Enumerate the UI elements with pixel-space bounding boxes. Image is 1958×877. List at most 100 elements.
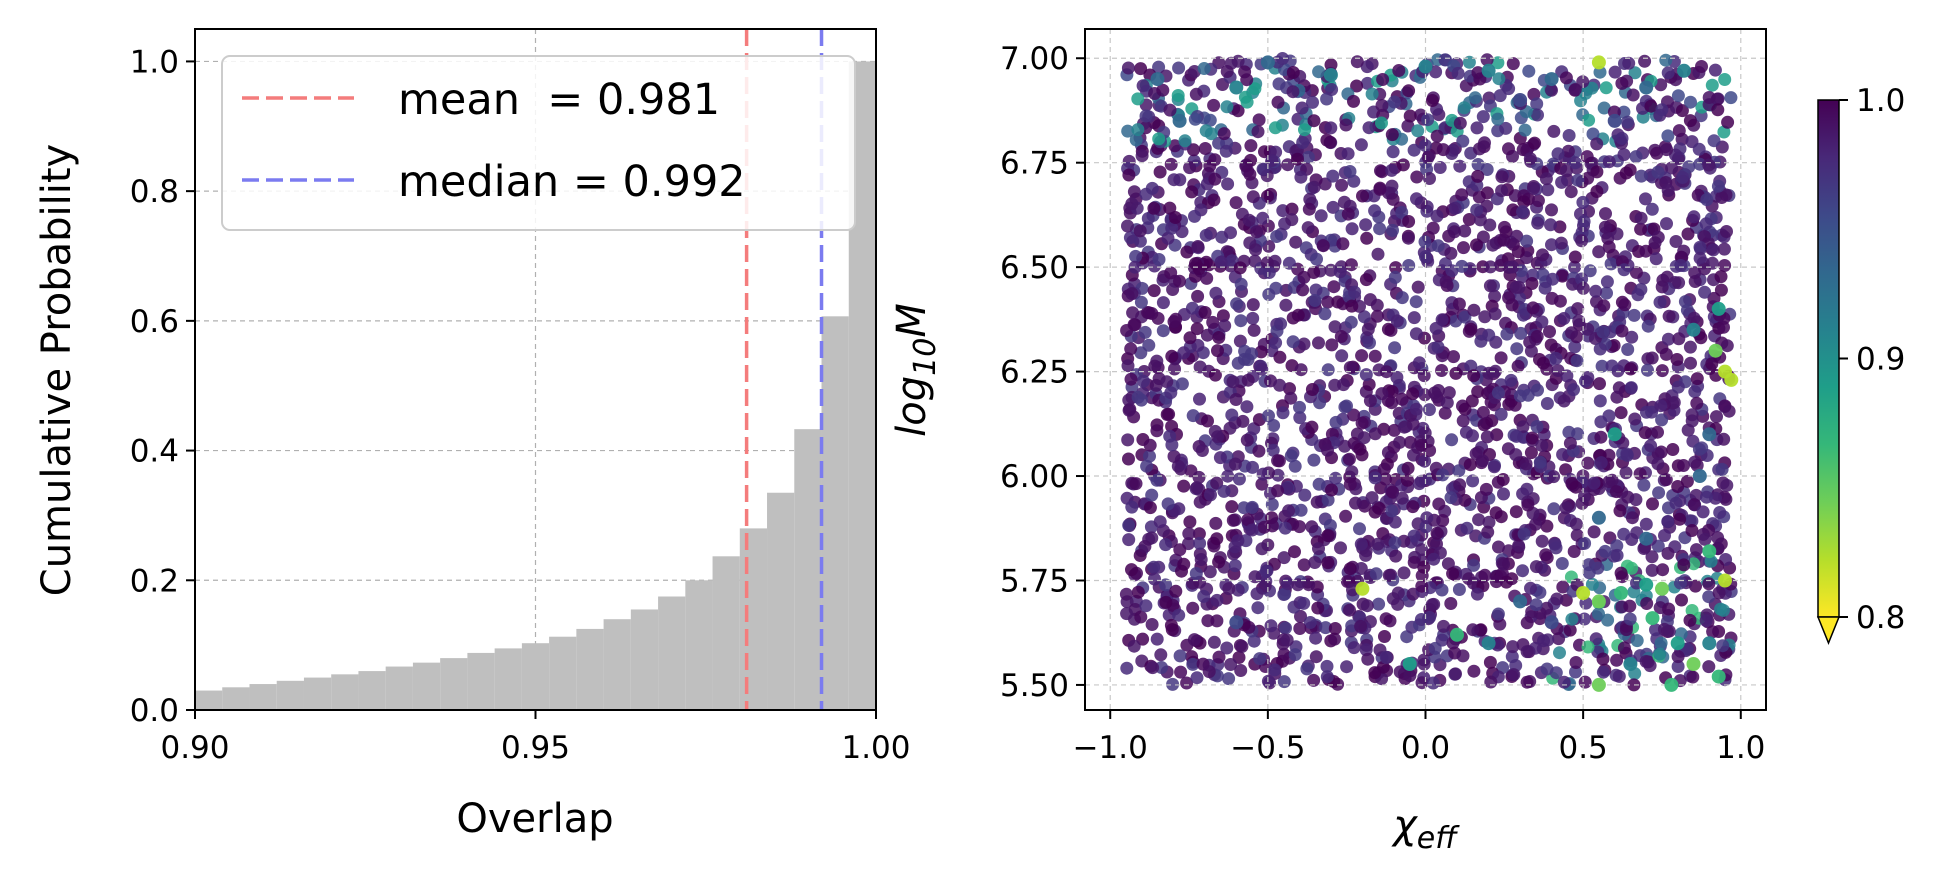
scatter-point [1533, 455, 1547, 469]
scatter-highlight-point [1260, 55, 1275, 70]
scatter-highlight-point [1229, 80, 1244, 95]
scatter-y-ticks: 5.50 5.75 6.00 6.25 6.50 6.75 7.00 [1000, 41, 1085, 704]
scatter-point [1312, 65, 1326, 79]
scatter-point [1594, 430, 1608, 444]
scatter-point [1360, 599, 1374, 613]
scatter-point [1169, 312, 1183, 326]
scatter-point [1120, 607, 1134, 621]
scatter-point [1653, 647, 1667, 661]
scatter-point [1279, 298, 1293, 312]
scatter-point [1328, 632, 1342, 646]
scatter-point [1406, 500, 1420, 514]
scatter-point [1421, 150, 1435, 164]
scatter-point [1502, 142, 1515, 156]
scatter-point [1677, 558, 1691, 572]
scatter-point [1531, 108, 1544, 122]
scatter-point [1368, 427, 1382, 441]
scatter-point [1629, 150, 1643, 164]
scatter-point [1270, 230, 1284, 243]
scatter-point [1410, 192, 1423, 206]
scatter-point [1284, 449, 1298, 463]
scatter-point [1407, 311, 1421, 325]
scatter-point [1695, 441, 1709, 455]
scatter-point [1482, 328, 1496, 342]
histogram-bar [549, 636, 577, 710]
scatter-point [1213, 451, 1227, 465]
scatter-point [1462, 213, 1476, 226]
scatter-point [1246, 311, 1260, 325]
scatter-point [1180, 245, 1194, 259]
scatter-point [1662, 602, 1676, 616]
scatter-point [1186, 409, 1200, 423]
scatter-point [1547, 124, 1561, 138]
scatter-point [1173, 543, 1187, 557]
scatter-point [1653, 295, 1667, 309]
scatter-point [1167, 173, 1181, 187]
scatter-point [1377, 462, 1391, 476]
scatter-y-tick-label: 5.50 [1000, 668, 1069, 704]
scatter-point [1615, 131, 1629, 145]
scatter-point [1604, 257, 1618, 271]
scatter-point [1224, 658, 1238, 671]
scatter-point [1458, 310, 1472, 324]
scatter-point [1569, 480, 1583, 494]
scatter-point [1243, 236, 1257, 250]
scatter-point [1212, 555, 1226, 569]
scatter-point [1617, 105, 1631, 119]
scatter-point [1688, 275, 1702, 288]
scatter-point [1192, 470, 1206, 484]
scatter-point [1702, 577, 1716, 591]
scatter-point [1660, 217, 1673, 231]
scatter-point [1708, 63, 1722, 77]
scatter-point [1608, 65, 1622, 79]
scatter-point [1715, 462, 1729, 476]
scatter-point [1309, 631, 1323, 645]
scatter-point [1131, 123, 1145, 137]
scatter-point [1582, 113, 1596, 127]
scatter-point [1126, 306, 1140, 320]
scatter-point [1354, 562, 1368, 575]
scatter-highlight-point [1591, 677, 1606, 692]
scatter-point [1295, 101, 1309, 115]
scatter-point [1343, 361, 1357, 374]
scatter-point [1452, 464, 1466, 478]
scatter-point [1148, 572, 1161, 586]
scatter-point [1441, 557, 1455, 571]
scatter-y-tick-label: 6.75 [1000, 146, 1069, 182]
scatter-point [1150, 424, 1164, 438]
scatter-point [1429, 65, 1443, 79]
scatter-point [1288, 545, 1301, 559]
scatter-point [1165, 623, 1179, 637]
scatter-point [1131, 390, 1145, 404]
scatter-point [1516, 420, 1530, 434]
scatter-point [1625, 330, 1639, 344]
scatter-point [1555, 557, 1569, 570]
scatter-point [1312, 336, 1325, 350]
scatter-point [1269, 281, 1283, 295]
scatter-point [1234, 664, 1248, 677]
scatter-point [1255, 542, 1269, 556]
scatter-point [1171, 459, 1185, 473]
scatter-point [1197, 62, 1211, 75]
scatter-y-tick-label: 6.50 [1000, 250, 1069, 286]
scatter-point [1645, 550, 1659, 564]
y-title-main: log [889, 376, 935, 437]
scatter-point [1298, 488, 1312, 502]
scatter-point [1365, 491, 1379, 505]
scatter-point [1565, 612, 1579, 626]
scatter-point [1291, 152, 1304, 166]
scatter-point [1645, 351, 1659, 365]
scatter-point [1293, 622, 1307, 635]
scatter-point [1514, 326, 1528, 340]
scatter-point [1320, 659, 1334, 673]
histogram-bar [331, 674, 359, 710]
scatter-point [1252, 444, 1266, 458]
scatter-point [1480, 53, 1494, 67]
scatter-point [1525, 431, 1539, 445]
scatter-point [1489, 575, 1503, 589]
scatter-point [1327, 280, 1341, 294]
scatter-point [1271, 484, 1285, 498]
scatter-highlight-point [1607, 427, 1622, 442]
scatter-point [1426, 676, 1440, 690]
histogram-bar [385, 666, 413, 710]
